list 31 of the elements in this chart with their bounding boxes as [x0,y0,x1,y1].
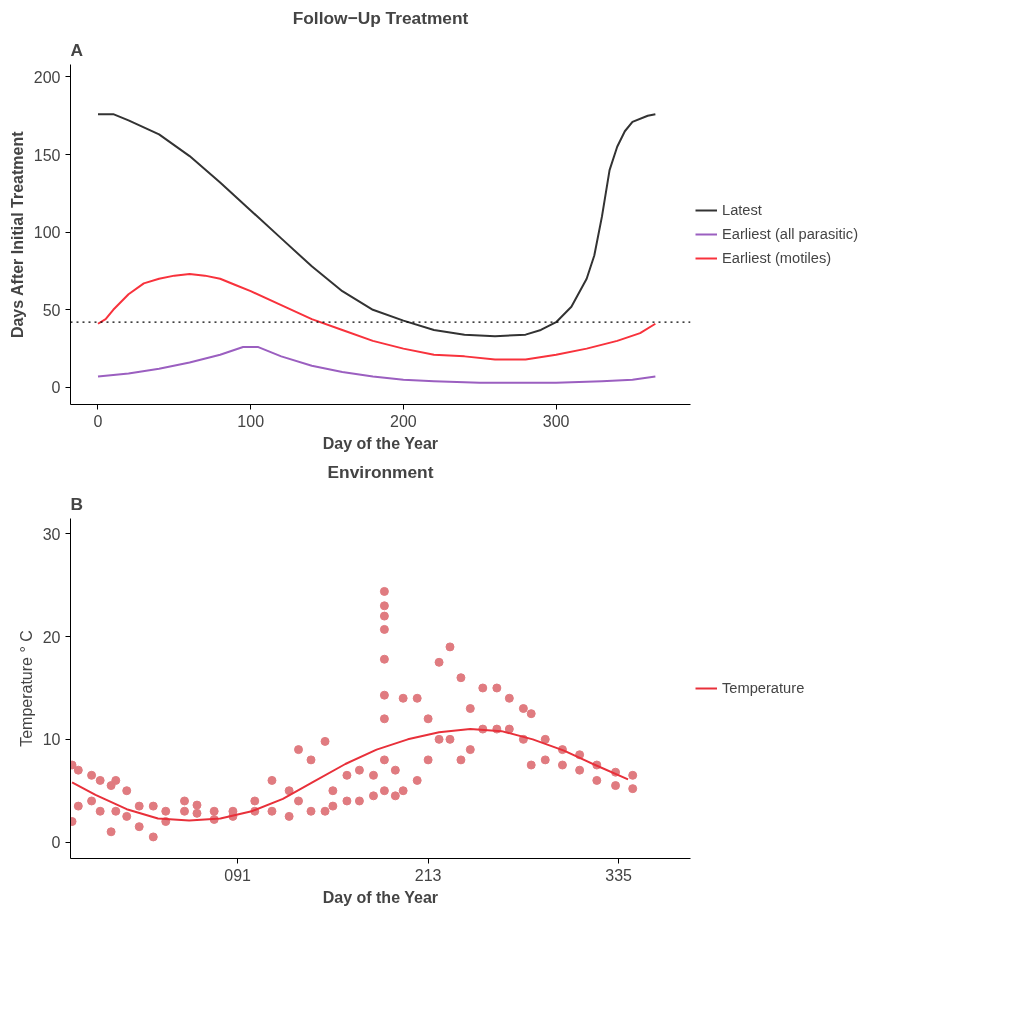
x-tick-label: 091 [224,866,252,884]
legend-label: Earliest (motiles) [722,250,832,266]
x-tick-label: 100 [237,412,265,430]
line-series [96,346,657,384]
y-tick-label: 200 [33,68,61,86]
y-tick-label: 100 [33,224,61,242]
x-tick-label: 335 [605,866,633,884]
x-tick-label: 0 [93,412,103,430]
chart-title: Environment [327,461,434,482]
y-axis-title: Days After Initial Treatment [8,130,26,339]
y-tick-label: 10 [42,731,61,749]
x-axis-title: Day of the Year [322,434,439,452]
y-tick-label: 0 [51,834,61,852]
x-tick-label: 300 [542,412,570,430]
x-tick-label: 200 [390,412,417,430]
y-tick-label: 20 [42,628,61,646]
y-tick-label: 0 [51,379,61,397]
legend-label: Temperature [722,680,805,696]
line-series [96,273,657,361]
y-axis-title: Temperature ° C [17,630,35,747]
text: B [70,493,84,514]
y-tick-label: 150 [33,146,61,164]
line-series [96,113,657,338]
legend-label: Latest [722,202,762,218]
y-tick-label: 30 [42,525,61,543]
x-axis-title: Day of the Year [322,888,439,906]
text: A [70,39,84,60]
x-tick-label: 213 [414,866,442,884]
y-tick-label: 50 [42,301,61,319]
chart-title: Follow−Up Treatment [292,7,469,28]
legend-label: Earliest (all parasitic) [722,226,859,242]
